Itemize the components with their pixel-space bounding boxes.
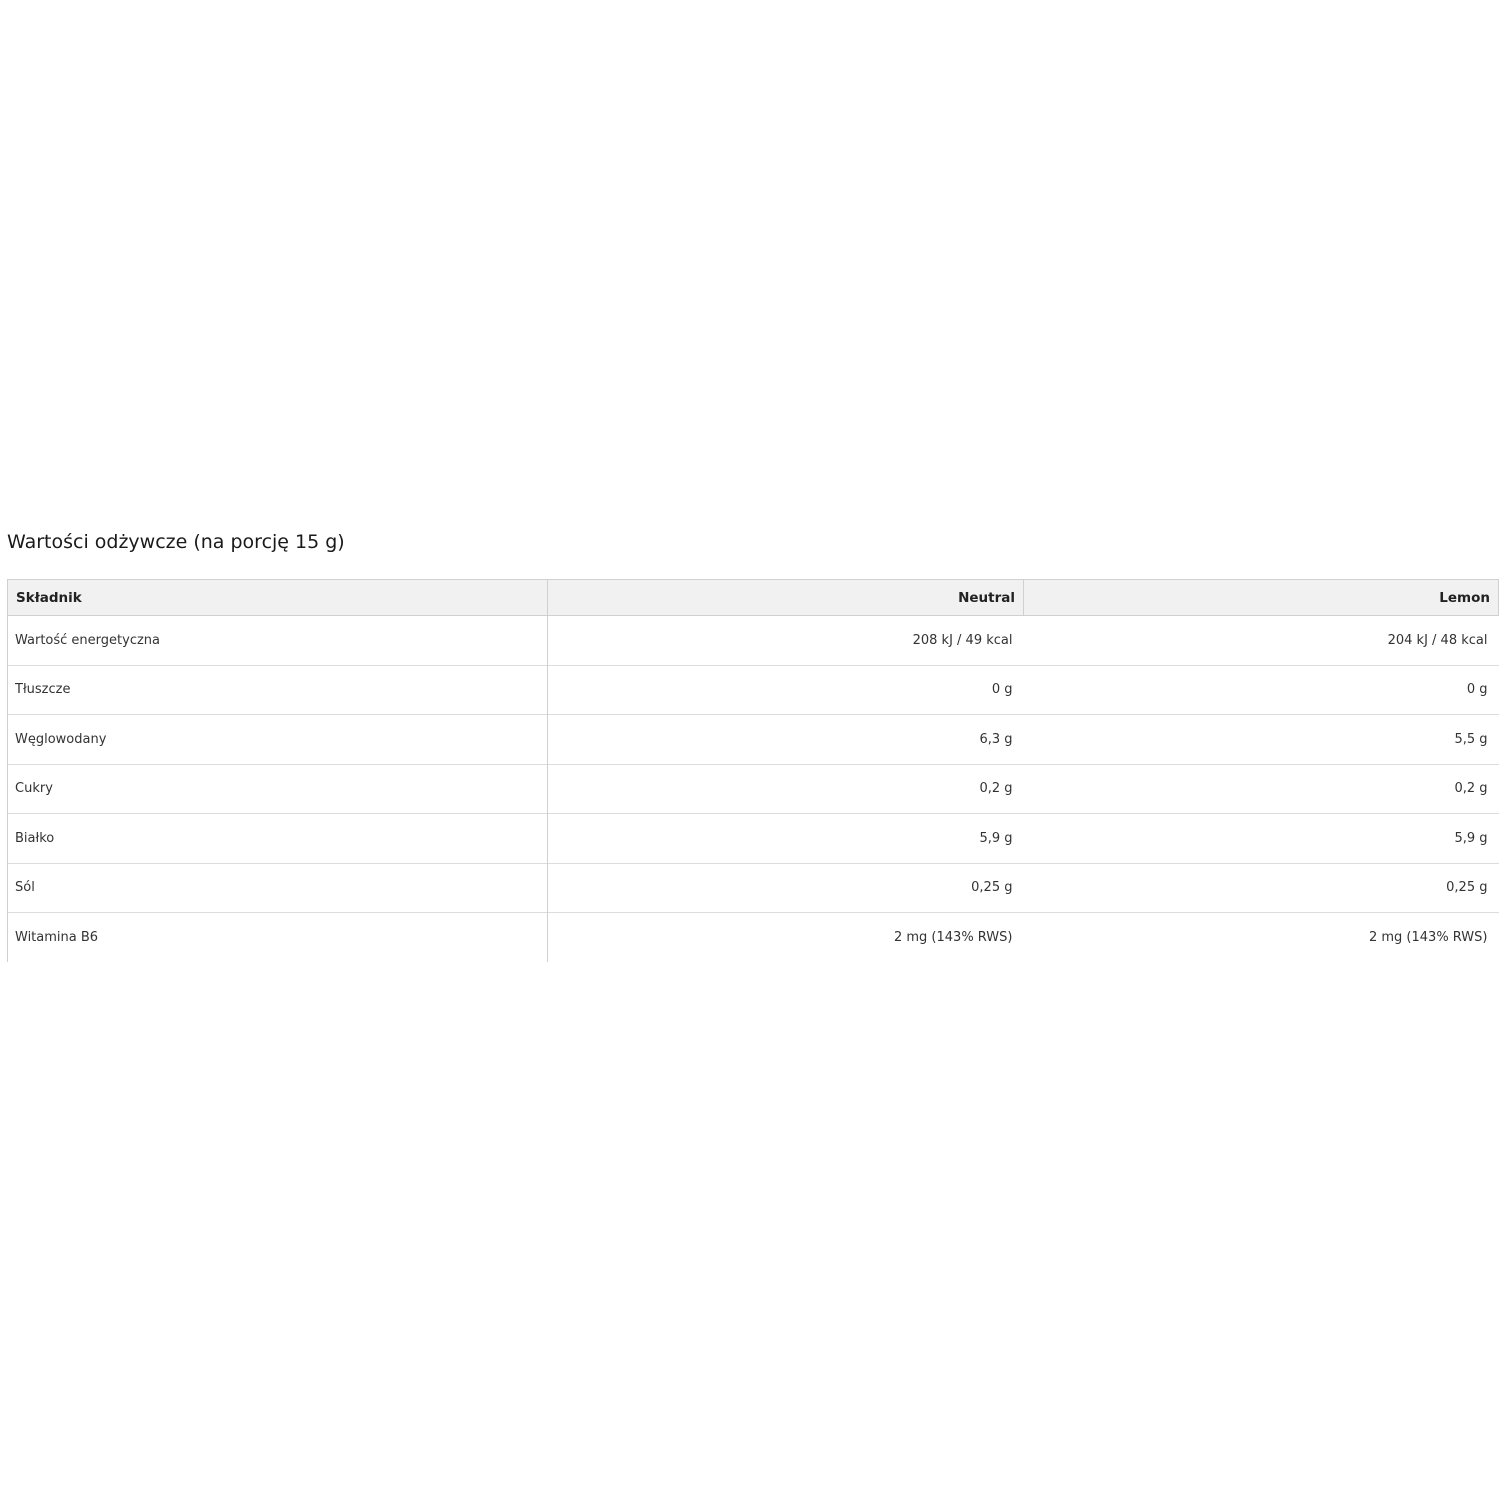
nutrition-table: Składnik Neutral Lemon Wartość energetyc… <box>7 579 1499 962</box>
cell-neutral: 6,3 g <box>547 714 1024 764</box>
cell-lemon: 2 mg (143% RWS) <box>1023 912 1499 962</box>
header-neutral: Neutral <box>547 579 1024 616</box>
cell-ingredient: Tłuszcze <box>7 664 548 715</box>
cell-ingredient: Witamina B6 <box>7 912 548 962</box>
table-row: Wartość energetyczna 208 kJ / 49 kcal 204 … <box>7 615 1499 665</box>
section-title: Wartości odżywcze (na porcję 15 g) <box>7 531 345 553</box>
cell-lemon: 204 kJ / 48 kcal <box>1023 615 1499 665</box>
cell-ingredient: Białko <box>7 813 548 863</box>
cell-neutral: 0,25 g <box>547 862 1024 913</box>
cell-neutral: 2 mg (143% RWS) <box>547 912 1024 962</box>
cell-lemon: 0,25 g <box>1023 862 1499 913</box>
cell-ingredient: Sól <box>7 862 548 913</box>
table-row: Cukry 0,2 g 0,2 g <box>7 763 1499 814</box>
table-row: Sól 0,25 g 0,25 g <box>7 862 1499 913</box>
cell-ingredient: Cukry <box>7 763 548 814</box>
header-lemon: Lemon <box>1023 579 1499 616</box>
table-row: Węglowodany 6,3 g 5,5 g <box>7 714 1499 764</box>
table-row: Witamina B6 2 mg (143% RWS) 2 mg (143% RWS… <box>7 912 1499 962</box>
header-ingredient: Składnik <box>7 579 548 616</box>
cell-lemon: 0,2 g <box>1023 763 1499 814</box>
cell-neutral: 5,9 g <box>547 813 1024 863</box>
table-row: Białko 5,9 g 5,9 g <box>7 813 1499 863</box>
cell-lemon: 5,5 g <box>1023 714 1499 764</box>
cell-ingredient: Węglowodany <box>7 714 548 764</box>
cell-neutral: 0,2 g <box>547 763 1024 814</box>
cell-neutral: 0 g <box>547 664 1024 715</box>
cell-ingredient: Wartość energetyczna <box>7 615 548 665</box>
cell-lemon: 5,9 g <box>1023 813 1499 863</box>
cell-neutral: 208 kJ / 49 kcal <box>547 615 1024 665</box>
cell-lemon: 0 g <box>1023 664 1499 715</box>
table-header-row: Składnik Neutral Lemon <box>7 579 1499 616</box>
